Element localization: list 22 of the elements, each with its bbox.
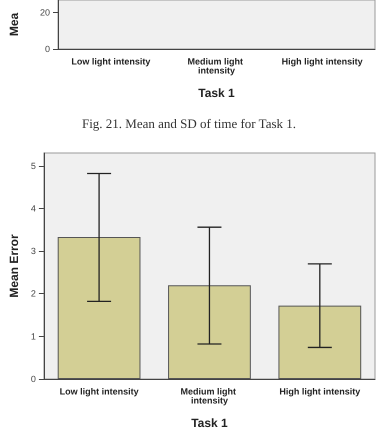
- y-tick-label: 2: [30, 288, 36, 299]
- x-tick-label: High light intensity: [279, 386, 360, 396]
- y-tick-label: 1: [30, 331, 36, 342]
- y-tick-label: 20: [40, 8, 50, 18]
- x-tick-label: Low light intensity: [60, 386, 139, 396]
- bar: [58, 237, 140, 379]
- x-axis-title: Task 1: [191, 416, 228, 430]
- y-tick-label: 5: [30, 160, 36, 171]
- x-tick-label: Low light intensity: [71, 56, 150, 66]
- y-axis-title: Mean Error: [7, 234, 21, 298]
- caption: Fig. 21. Mean and SD of time for Task 1.: [80, 116, 298, 132]
- x-axis-title: Task 1: [198, 86, 236, 100]
- y-tick-label: 4: [30, 203, 36, 214]
- y-axis-title: Mea: [7, 12, 21, 36]
- x-tick-label: High light intensity: [282, 56, 363, 66]
- x-tick-label: Medium light intensity: [180, 386, 238, 406]
- y-tick-label: 3: [30, 246, 36, 256]
- y-tick-label: 0: [30, 374, 36, 384]
- bar: [278, 306, 362, 379]
- x-tick-label: Medium light intensity: [188, 56, 246, 76]
- y-tick-label: 0: [44, 44, 50, 54]
- bar: [168, 285, 251, 379]
